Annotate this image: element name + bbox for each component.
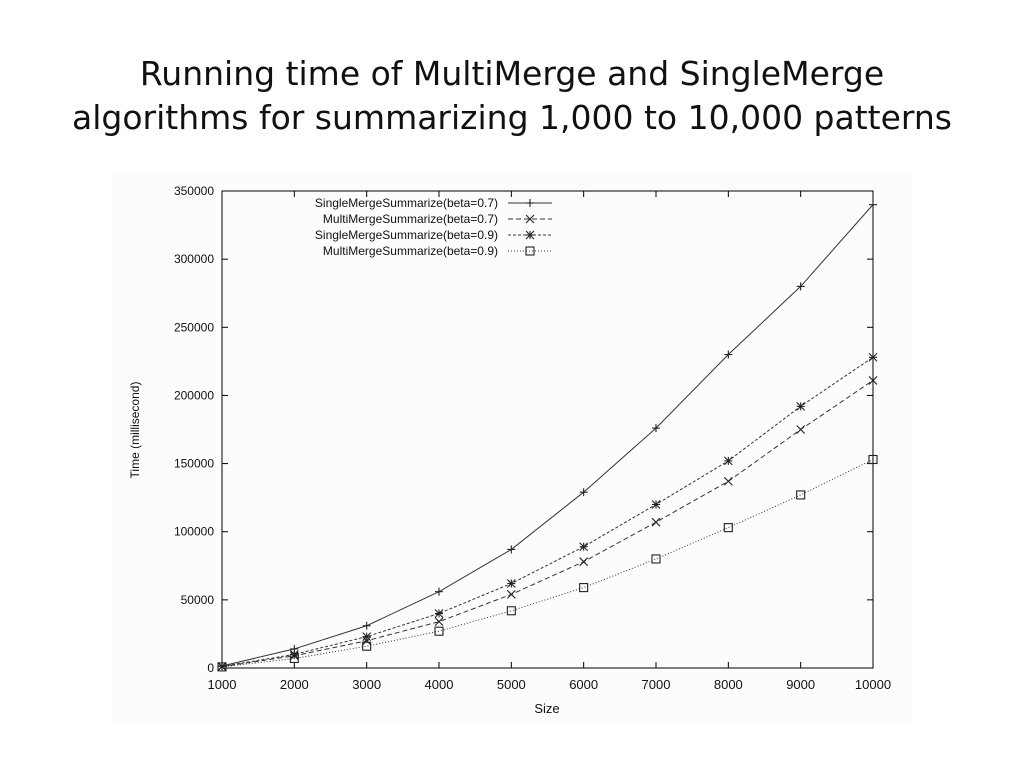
line-chart: 0 50000 100000 150000 200000 250000 300000 3500…	[128, 184, 891, 716]
chart-container: 0 50000 100000 150000 200000 250000 300000 3500…	[112, 170, 912, 726]
series-1-point	[579, 488, 588, 497]
legend-swatch-marker	[525, 230, 535, 240]
series-3-point	[796, 401, 806, 411]
series-markers	[217, 200, 878, 672]
legend-label: SingleMergeSummarize(beta=0.9)	[315, 228, 498, 242]
x-tick-label: 9000	[786, 677, 815, 692]
y-tick-label: 100000	[174, 525, 214, 539]
series-3-point	[217, 661, 227, 671]
series-1-point	[796, 282, 805, 291]
x-tick-label: 7000	[642, 677, 671, 692]
series-2-point	[434, 617, 444, 627]
y-tick-label: 350000	[174, 184, 214, 198]
x-tick-label: 10000	[855, 677, 891, 692]
series-3-point	[362, 632, 372, 642]
series-4-point	[434, 626, 444, 636]
y-tick-label: 200000	[174, 388, 214, 402]
slide-title: Running time of MultiMerge and SingleMer…	[0, 52, 1024, 140]
plot-frame	[221, 190, 874, 669]
series-1-point	[652, 424, 660, 433]
legend-label: SingleMergeSummarize(beta=0.7)	[315, 196, 498, 210]
series-4-point	[579, 583, 589, 593]
series-1-point	[435, 587, 443, 596]
y-tick-label: 0	[207, 661, 214, 675]
slide-title-line-1: Running time of MultiMerge and SingleMer…	[139, 54, 885, 93]
series-2-point	[651, 517, 661, 527]
series-line-4	[221, 459, 874, 668]
legend-swatch-marker	[526, 199, 534, 207]
series-2-point	[796, 425, 806, 434]
y-tick-label: 50000	[181, 593, 215, 607]
x-tick-label: 3000	[352, 677, 381, 692]
x-tick-label: 4000	[425, 677, 454, 692]
y-tick-label: 150000	[174, 457, 214, 471]
x-tick-label: 1000	[208, 677, 237, 692]
series-4-point	[217, 662, 227, 672]
legend-swatch-marker	[525, 214, 535, 224]
x-tick-label: 5000	[497, 677, 526, 692]
series-1-point	[362, 621, 371, 630]
series-4-point	[362, 641, 372, 651]
series-3-point	[868, 352, 878, 362]
series-line-3	[221, 356, 874, 667]
x-tick-label: 6000	[569, 677, 598, 692]
series-4-point	[796, 490, 806, 500]
slide-title-line-2: algorithms for summarizing 1,000 to 10,0…	[72, 98, 952, 137]
y-tick-label: 250000	[174, 320, 214, 334]
x-axis-label: Size	[534, 701, 559, 716]
series-2-point	[868, 376, 878, 385]
series-4-point	[723, 523, 733, 533]
legend: SingleMergeSummarize(beta=0.7) MultiMerge…	[315, 196, 552, 258]
y-tick-label: 300000	[174, 252, 214, 266]
y-axis-label: Time (millisecond)	[128, 382, 142, 479]
series-3-point	[651, 500, 661, 509]
series-3-point	[506, 579, 516, 588]
legend-label: MultiMergeSummarize(beta=0.7)	[323, 212, 498, 226]
series-4-point	[289, 653, 299, 664]
series-2-point	[723, 476, 733, 486]
series-1-point	[869, 200, 877, 209]
x-tick-label: 2000	[280, 677, 309, 692]
series-2-point	[579, 557, 589, 567]
series-3-point	[723, 456, 733, 466]
series-4-point	[506, 606, 516, 616]
series-4-point	[651, 554, 661, 564]
legend-label: MultiMergeSummarize(beta=0.9)	[323, 244, 498, 258]
series-2-point	[506, 590, 516, 599]
series-line-2	[221, 380, 874, 668]
series-3-point	[434, 609, 444, 618]
series-1-point	[507, 545, 516, 554]
series-1-point	[724, 350, 733, 359]
series-line-1	[221, 204, 874, 667]
axis-ticks: 0 50000 100000 150000 200000 250000 300000 3500…	[174, 184, 891, 692]
series-4-point	[868, 454, 878, 465]
legend-swatch-marker	[525, 246, 535, 256]
series-3-point	[579, 542, 589, 552]
series-2-point	[362, 636, 372, 646]
series-lines	[221, 204, 874, 668]
x-tick-label: 8000	[714, 677, 743, 692]
